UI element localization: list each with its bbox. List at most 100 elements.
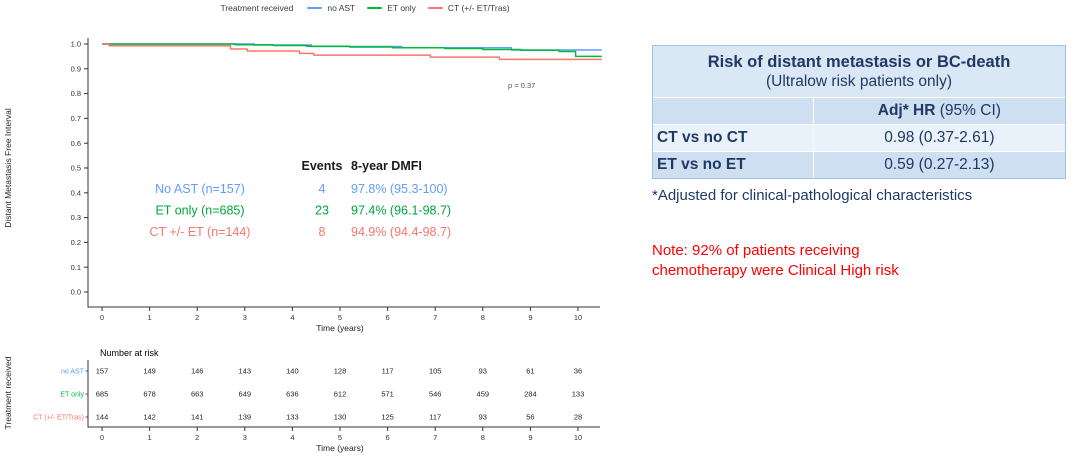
legend-line-swatch: [307, 6, 323, 10]
risk-row-label: CT (+/- ET/Tras): [33, 415, 84, 422]
p-value-label: p = 0.37: [508, 81, 535, 90]
risk-x-tick-label: 3: [243, 433, 247, 442]
risk-row-label: no AST: [61, 369, 85, 376]
x-tick-label: 5: [338, 313, 342, 322]
hr-table-header-row: Adj* HR (95% CI): [653, 98, 1065, 125]
km-curve-et-only: [102, 43, 602, 58]
y-tick-label: 1.0: [71, 40, 81, 49]
risk-count: 284: [524, 390, 537, 399]
adjustment-footnote: *Adjusted for clinical-pathological char…: [652, 187, 973, 204]
risk-x-tick-label: 10: [574, 433, 582, 442]
risk-axes: [87, 360, 600, 428]
number-at-risk-title: Number at risk: [100, 348, 159, 358]
risk-x-tick-label: 5: [338, 433, 342, 442]
km-plot-panel: Treatment received no AST ET only CT (+/- E…: [3, 3, 630, 453]
risk-count: 133: [572, 390, 585, 399]
risk-axis-label: Treatment received: [3, 356, 13, 429]
risk-count: 139: [239, 413, 252, 422]
annotation-header-dmfi: 8-year DMFI: [351, 159, 422, 173]
x-tick-label: 3: [243, 313, 247, 322]
risk-x-tick-label: 1: [148, 433, 152, 442]
legend-item-label: CT (+/- ET/Tras): [447, 3, 510, 13]
y-tick-label: 0.1: [71, 263, 81, 272]
x-tick-label: 0: [100, 313, 104, 322]
plot-legend: Treatment received no AST ET only CT (+/- E…: [100, 3, 630, 13]
y-tick-label: 0.3: [71, 213, 81, 222]
x-tick-label: 7: [433, 313, 437, 322]
risk-x-tick-label: 0: [100, 433, 104, 442]
x-tick-label: 2: [195, 313, 199, 322]
risk-count: 636: [286, 390, 299, 399]
x-tick-label: 8: [481, 313, 485, 322]
risk-row-label: ET only: [60, 392, 84, 399]
hr-row-ct-label: CT vs no CT: [653, 125, 814, 152]
annotation-row-dmfi: 97.8% (95.3-100): [351, 182, 448, 196]
risk-count: 93: [479, 413, 487, 422]
hr-row-et-label: ET vs no ET: [653, 152, 814, 178]
risk-count: 685: [96, 390, 109, 399]
risk-count: 28: [574, 413, 582, 422]
hr-row-et: ET vs no ET 0.59 (0.27-2.13): [653, 152, 1065, 178]
risk-count: 133: [286, 413, 299, 422]
summary-panel: Risk of distant metastasis or BC-death (…: [640, 0, 1080, 460]
y-tick-label: 0.4: [71, 188, 81, 197]
hr-table-title-row: Risk of distant metastasis or BC-death (…: [653, 46, 1065, 98]
legend-item-no-ast: no AST: [307, 3, 355, 13]
hr-table-title: Risk of distant metastasis or BC-death: [707, 53, 1011, 72]
x-tick-label: 10: [574, 313, 582, 322]
x-tick-label: 4: [290, 313, 294, 322]
legend-item-label: ET only: [387, 3, 416, 13]
y-axis-label: Distant Metastasis Free Interval: [3, 108, 13, 228]
hr-table-subtitle: (Ultralow risk patients only): [765, 73, 953, 91]
legend-item-label: no AST: [327, 3, 356, 13]
legend-line-swatch: [367, 6, 383, 10]
legend-line-swatch: [427, 6, 443, 10]
hr-table-col-header: Adj* HR (95% CI): [813, 98, 1065, 125]
risk-count: 149: [143, 367, 156, 376]
x-tick-label: 6: [386, 313, 390, 322]
legend-item-ct-et-tras-: CT (+/- ET/Tras): [427, 3, 510, 13]
y-tick-label: 0.8: [71, 89, 81, 98]
x-axis-label: Time (years): [316, 323, 364, 333]
note-line-2: chemotherapy were Clinical High risk: [652, 262, 899, 280]
note-line-1: Note: 92% of patients receiving: [652, 242, 860, 259]
risk-x-tick-label: 8: [481, 433, 485, 442]
risk-count: 144: [96, 413, 109, 422]
annotation-row-events: 23: [315, 204, 329, 218]
annotation-row-dmfi: 94.9% (94.4-98.7): [351, 225, 451, 239]
km-curve-ct-et-tras-: [102, 43, 602, 61]
col-header-ci: (95% CI): [935, 102, 1001, 119]
risk-x-axis-label: Time (years): [316, 443, 364, 453]
annotation-header-events: Events: [302, 159, 343, 173]
risk-x-tick-label: 9: [528, 433, 532, 442]
risk-count: 678: [143, 390, 156, 399]
risk-count: 143: [239, 367, 252, 376]
y-tick-label: 0.2: [71, 238, 81, 247]
risk-count: 571: [381, 390, 394, 399]
annotation-row-label: No AST (n=157): [155, 182, 245, 196]
risk-count: 36: [574, 367, 582, 376]
y-tick-label: 0.5: [71, 164, 81, 173]
risk-count: 459: [477, 390, 490, 399]
annotation-row-dmfi: 97.4% (96.1-98.7): [351, 204, 451, 218]
risk-count: 128: [334, 367, 347, 376]
risk-count: 117: [429, 413, 441, 422]
hr-table-empty-cell: [653, 98, 814, 125]
col-header-hr: Adj* HR: [877, 102, 936, 119]
hr-row-ct: CT vs no CT 0.98 (0.37-2.61): [653, 125, 1065, 152]
risk-count: 117: [382, 367, 394, 376]
risk-count: 56: [526, 413, 534, 422]
annotation-row-events: 4: [319, 182, 326, 196]
km-curves-svg: 1.00.90.80.70.60.50.40.30.20.10.00 1 2 3 4 5 6…: [3, 38, 602, 453]
risk-count: 141: [191, 413, 204, 422]
y-tick-label: 0.9: [71, 64, 81, 73]
risk-count: 663: [191, 390, 204, 399]
legend-item-et-only: ET only: [367, 3, 416, 13]
x-tick-label: 9: [528, 313, 532, 322]
risk-count: 142: [143, 413, 156, 422]
risk-count: 146: [191, 367, 204, 376]
risk-x-tick-label: 6: [386, 433, 390, 442]
hr-row-et-value: 0.59 (0.27-2.13): [813, 152, 1065, 178]
main-axes: [87, 38, 600, 308]
risk-count: 61: [526, 367, 534, 376]
